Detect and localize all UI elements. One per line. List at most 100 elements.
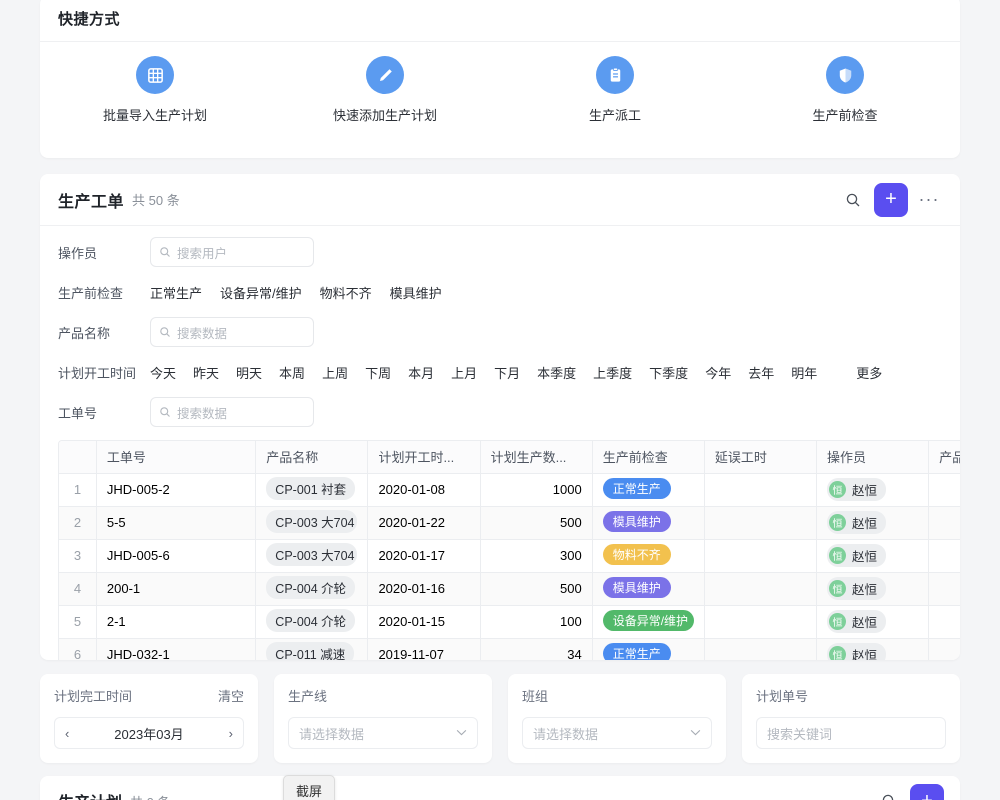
- col-product-process[interactable]: 产品工序: [928, 441, 960, 474]
- cell-plan-qty: 500: [480, 506, 593, 540]
- order-no-placeholder: 搜索数据: [177, 406, 228, 421]
- filter-row-product: 产品名称 搜索数据: [40, 312, 960, 352]
- cell-product-name: CP-001 衬套: [255, 473, 369, 507]
- col-plan-qty[interactable]: 计划生产数...: [480, 441, 593, 474]
- shortcuts-header: 快捷方式: [40, 0, 960, 42]
- cell-precheck: 模具维护: [592, 506, 705, 540]
- shortcut-dispatch[interactable]: 生产派工: [500, 56, 730, 124]
- search-icon[interactable]: [838, 185, 868, 215]
- work-order-table-wrapper[interactable]: 工单号 产品名称 计划开工时... 计划生产数... 生产前检查 延误工时 操作…: [58, 440, 960, 660]
- col-order-no[interactable]: 工单号: [96, 441, 257, 474]
- cell-start-date: 2020-01-15: [367, 605, 481, 639]
- avatar: 恒: [829, 514, 846, 531]
- table-row[interactable]: 3 JHD-005-6 CP-003 大704 2020-01-17 300 物料不齐 恒赵…: [59, 539, 960, 573]
- col-index: [59, 441, 97, 474]
- date-option-last-year[interactable]: 去年: [748, 365, 775, 381]
- date-option-yesterday[interactable]: 昨天: [193, 365, 220, 381]
- work-order-header: 生产工单 共 50 条 + ···: [40, 174, 960, 226]
- clear-button[interactable]: 清空: [217, 689, 244, 704]
- col-delay-hours[interactable]: 延误工时: [704, 441, 818, 474]
- filter-card-plan-no: 计划单号 搜索关键词: [742, 674, 960, 763]
- date-option-today[interactable]: 今天: [150, 365, 177, 381]
- screenshot-tooltip: 截屏: [283, 775, 336, 800]
- precheck-options: 正常生产 设备异常/维护 物料不齐 模具维护: [150, 283, 442, 302]
- prev-month-icon[interactable]: ‹: [65, 725, 70, 741]
- search-icon: [160, 407, 170, 417]
- team-select[interactable]: 请选择数据: [522, 717, 712, 749]
- table-row[interactable]: 2 5-5 CP-003 大704 2020-01-22 500 模具维护 恒赵恒: [59, 506, 960, 540]
- more-options-icon[interactable]: ···: [918, 189, 940, 209]
- date-option-this-week[interactable]: 本周: [279, 365, 306, 381]
- plan-no-input[interactable]: 搜索关键词: [756, 717, 946, 749]
- filter-label-precheck: 生产前检查: [58, 285, 124, 301]
- product-placeholder: 搜索数据: [177, 326, 228, 341]
- cell-order-no: JHD-032-1: [96, 638, 257, 660]
- date-option-last-week[interactable]: 上周: [322, 365, 349, 381]
- col-start-time[interactable]: 计划开工时...: [367, 441, 481, 474]
- filter-row-start-time: 计划开工时间 今天 昨天 明天 本周 上周 下周 本月 上月 下月 本季度 上季…: [40, 352, 960, 392]
- col-product-name[interactable]: 产品名称: [255, 441, 369, 474]
- cell-start-date: 2019-11-07: [367, 638, 481, 660]
- precheck-option-mold[interactable]: 模具维护: [389, 285, 442, 301]
- precheck-option-equipment[interactable]: 设备异常/维护: [220, 285, 302, 301]
- add-button[interactable]: +: [874, 182, 908, 217]
- precheck-option-material[interactable]: 物料不齐: [319, 285, 372, 301]
- table-row[interactable]: 1 JHD-005-2 CP-001 衬套 2020-01-08 1000 正常生产 恒赵恒: [59, 473, 960, 507]
- product-chip: CP-004 介轮: [266, 575, 356, 599]
- filter-card-label: 生产线: [288, 689, 328, 704]
- cell-operator: 恒赵恒: [816, 473, 930, 507]
- add-button[interactable]: +: [910, 784, 944, 800]
- product-chip: CP-003 大704: [266, 509, 358, 533]
- date-option-this-year[interactable]: 今年: [705, 365, 732, 381]
- cell-plan-qty: 100: [480, 605, 593, 639]
- secondary-filter-panel: 计划完工时间 清空 ‹ 2023年03月 › 生产线 请选择数据 班组: [40, 674, 960, 763]
- date-option-last-month[interactable]: 上月: [451, 365, 478, 381]
- operator-name: 赵恒: [852, 484, 878, 498]
- shortcut-batch-import[interactable]: 批量导入生产计划: [40, 56, 270, 124]
- product-chip: CP-003 大704: [266, 542, 358, 566]
- filter-label-order-no: 工单号: [58, 405, 98, 421]
- cell-delay-hours: [704, 638, 818, 660]
- table-row[interactable]: 5 2-1 CP-004 介轮 2020-01-15 100 设备异常/维护 恒赵恒: [59, 605, 960, 639]
- search-icon: [160, 247, 170, 257]
- date-option-tomorrow[interactable]: 明天: [236, 365, 263, 381]
- precheck-option-normal[interactable]: 正常生产: [150, 285, 203, 301]
- shortcut-quick-add[interactable]: 快速添加生产计划: [270, 56, 500, 124]
- shortcuts-card: 快捷方式 批量导入生产计划: [40, 0, 960, 158]
- table-body: 1 JHD-005-2 CP-001 衬套 2020-01-08 1000 正常生产恒赵恒…: [59, 473, 960, 660]
- order-no-search-input[interactable]: 搜索数据: [150, 397, 314, 427]
- date-option-next-quarter[interactable]: 下季度: [649, 365, 689, 381]
- month-picker[interactable]: ‹ 2023年03月 ›: [54, 717, 244, 749]
- shortcut-precheck[interactable]: 生产前检查: [730, 56, 960, 124]
- search-icon[interactable]: [874, 786, 904, 800]
- avatar: 恒: [829, 613, 846, 630]
- date-option-this-month[interactable]: 本月: [408, 365, 435, 381]
- date-option-last-quarter[interactable]: 上季度: [593, 365, 633, 381]
- product-search-input[interactable]: 搜索数据: [150, 317, 314, 347]
- operator-search-input[interactable]: 搜索用户: [150, 237, 314, 267]
- date-option-more[interactable]: 更多: [856, 365, 883, 381]
- production-plan-title: 生产计划: [58, 789, 122, 800]
- cell-product-process: [928, 473, 960, 507]
- col-precheck[interactable]: 生产前检查: [592, 441, 705, 474]
- date-option-next-month[interactable]: 下月: [494, 365, 521, 381]
- production-line-select[interactable]: 请选择数据: [288, 717, 478, 749]
- clipboard-icon: [596, 56, 634, 94]
- date-option-next-year[interactable]: 明年: [791, 365, 818, 381]
- table-row[interactable]: 6 JHD-032-1 CP-011 减速 2019-11-07 34 正常生产 恒赵恒: [59, 638, 960, 660]
- filter-label-product: 产品名称: [58, 325, 111, 341]
- shortcut-label: 快速添加生产计划: [332, 108, 437, 123]
- date-option-next-week[interactable]: 下周: [365, 365, 392, 381]
- filter-label-operator: 操作员: [58, 245, 98, 261]
- cell-product-name: CP-011 减速: [255, 638, 369, 660]
- table-row[interactable]: 4 200-1 CP-004 介轮 2020-01-16 500 模具维护 恒赵恒: [59, 572, 960, 606]
- operator-name: 赵恒: [852, 550, 878, 564]
- col-operator[interactable]: 操作员: [816, 441, 930, 474]
- date-option-this-quarter[interactable]: 本季度: [537, 365, 577, 381]
- next-month-icon[interactable]: ›: [228, 725, 233, 741]
- cell-product-process: [928, 638, 960, 660]
- cell-operator: 恒赵恒: [816, 506, 930, 540]
- chevron-down-icon: [456, 727, 467, 739]
- cell-product-name: CP-003 大704: [255, 539, 369, 573]
- filter-panel: 操作员 搜索用户 生产前检查 正常生产 设备异常/维护 物料不齐 模具维护: [40, 226, 960, 436]
